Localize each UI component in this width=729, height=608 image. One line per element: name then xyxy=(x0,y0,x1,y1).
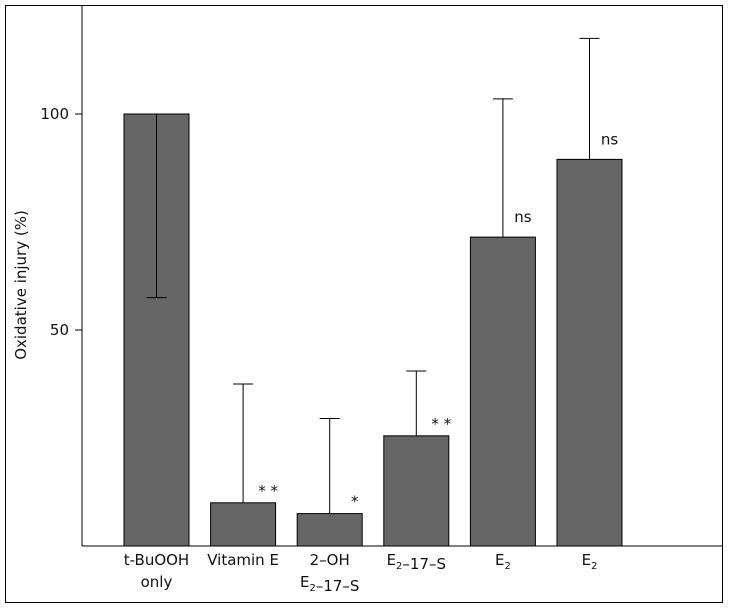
significance-label: ns xyxy=(514,208,532,226)
significance-label: * * xyxy=(431,415,451,433)
bar xyxy=(210,502,277,547)
category-label: E2–17–S xyxy=(387,551,446,573)
bar xyxy=(556,158,623,547)
category-label: t-BuOOH xyxy=(124,551,189,569)
category-label: 2–OH xyxy=(310,551,350,569)
category-label: Vitamin E xyxy=(207,551,279,569)
y-axis-title: Oxidative injury (%) xyxy=(12,210,30,360)
bar xyxy=(383,435,450,547)
significance-label: * xyxy=(351,493,359,511)
category-label: E2 xyxy=(582,551,598,572)
y-tick-label: 50 xyxy=(50,321,69,339)
outer-border xyxy=(5,5,723,603)
chart-marks: 50 100 t-BuOOH only * * Vitamin E * 2–OH E2–17–S… xyxy=(40,37,623,595)
category-label: only xyxy=(141,573,173,591)
bar xyxy=(469,236,536,547)
category-label: E2–17–S xyxy=(300,573,359,595)
bar xyxy=(296,513,363,547)
y-tick-label: 100 xyxy=(40,105,69,123)
category-label: E2 xyxy=(495,551,511,572)
significance-label: * * xyxy=(258,482,278,500)
significance-label: ns xyxy=(601,130,619,148)
